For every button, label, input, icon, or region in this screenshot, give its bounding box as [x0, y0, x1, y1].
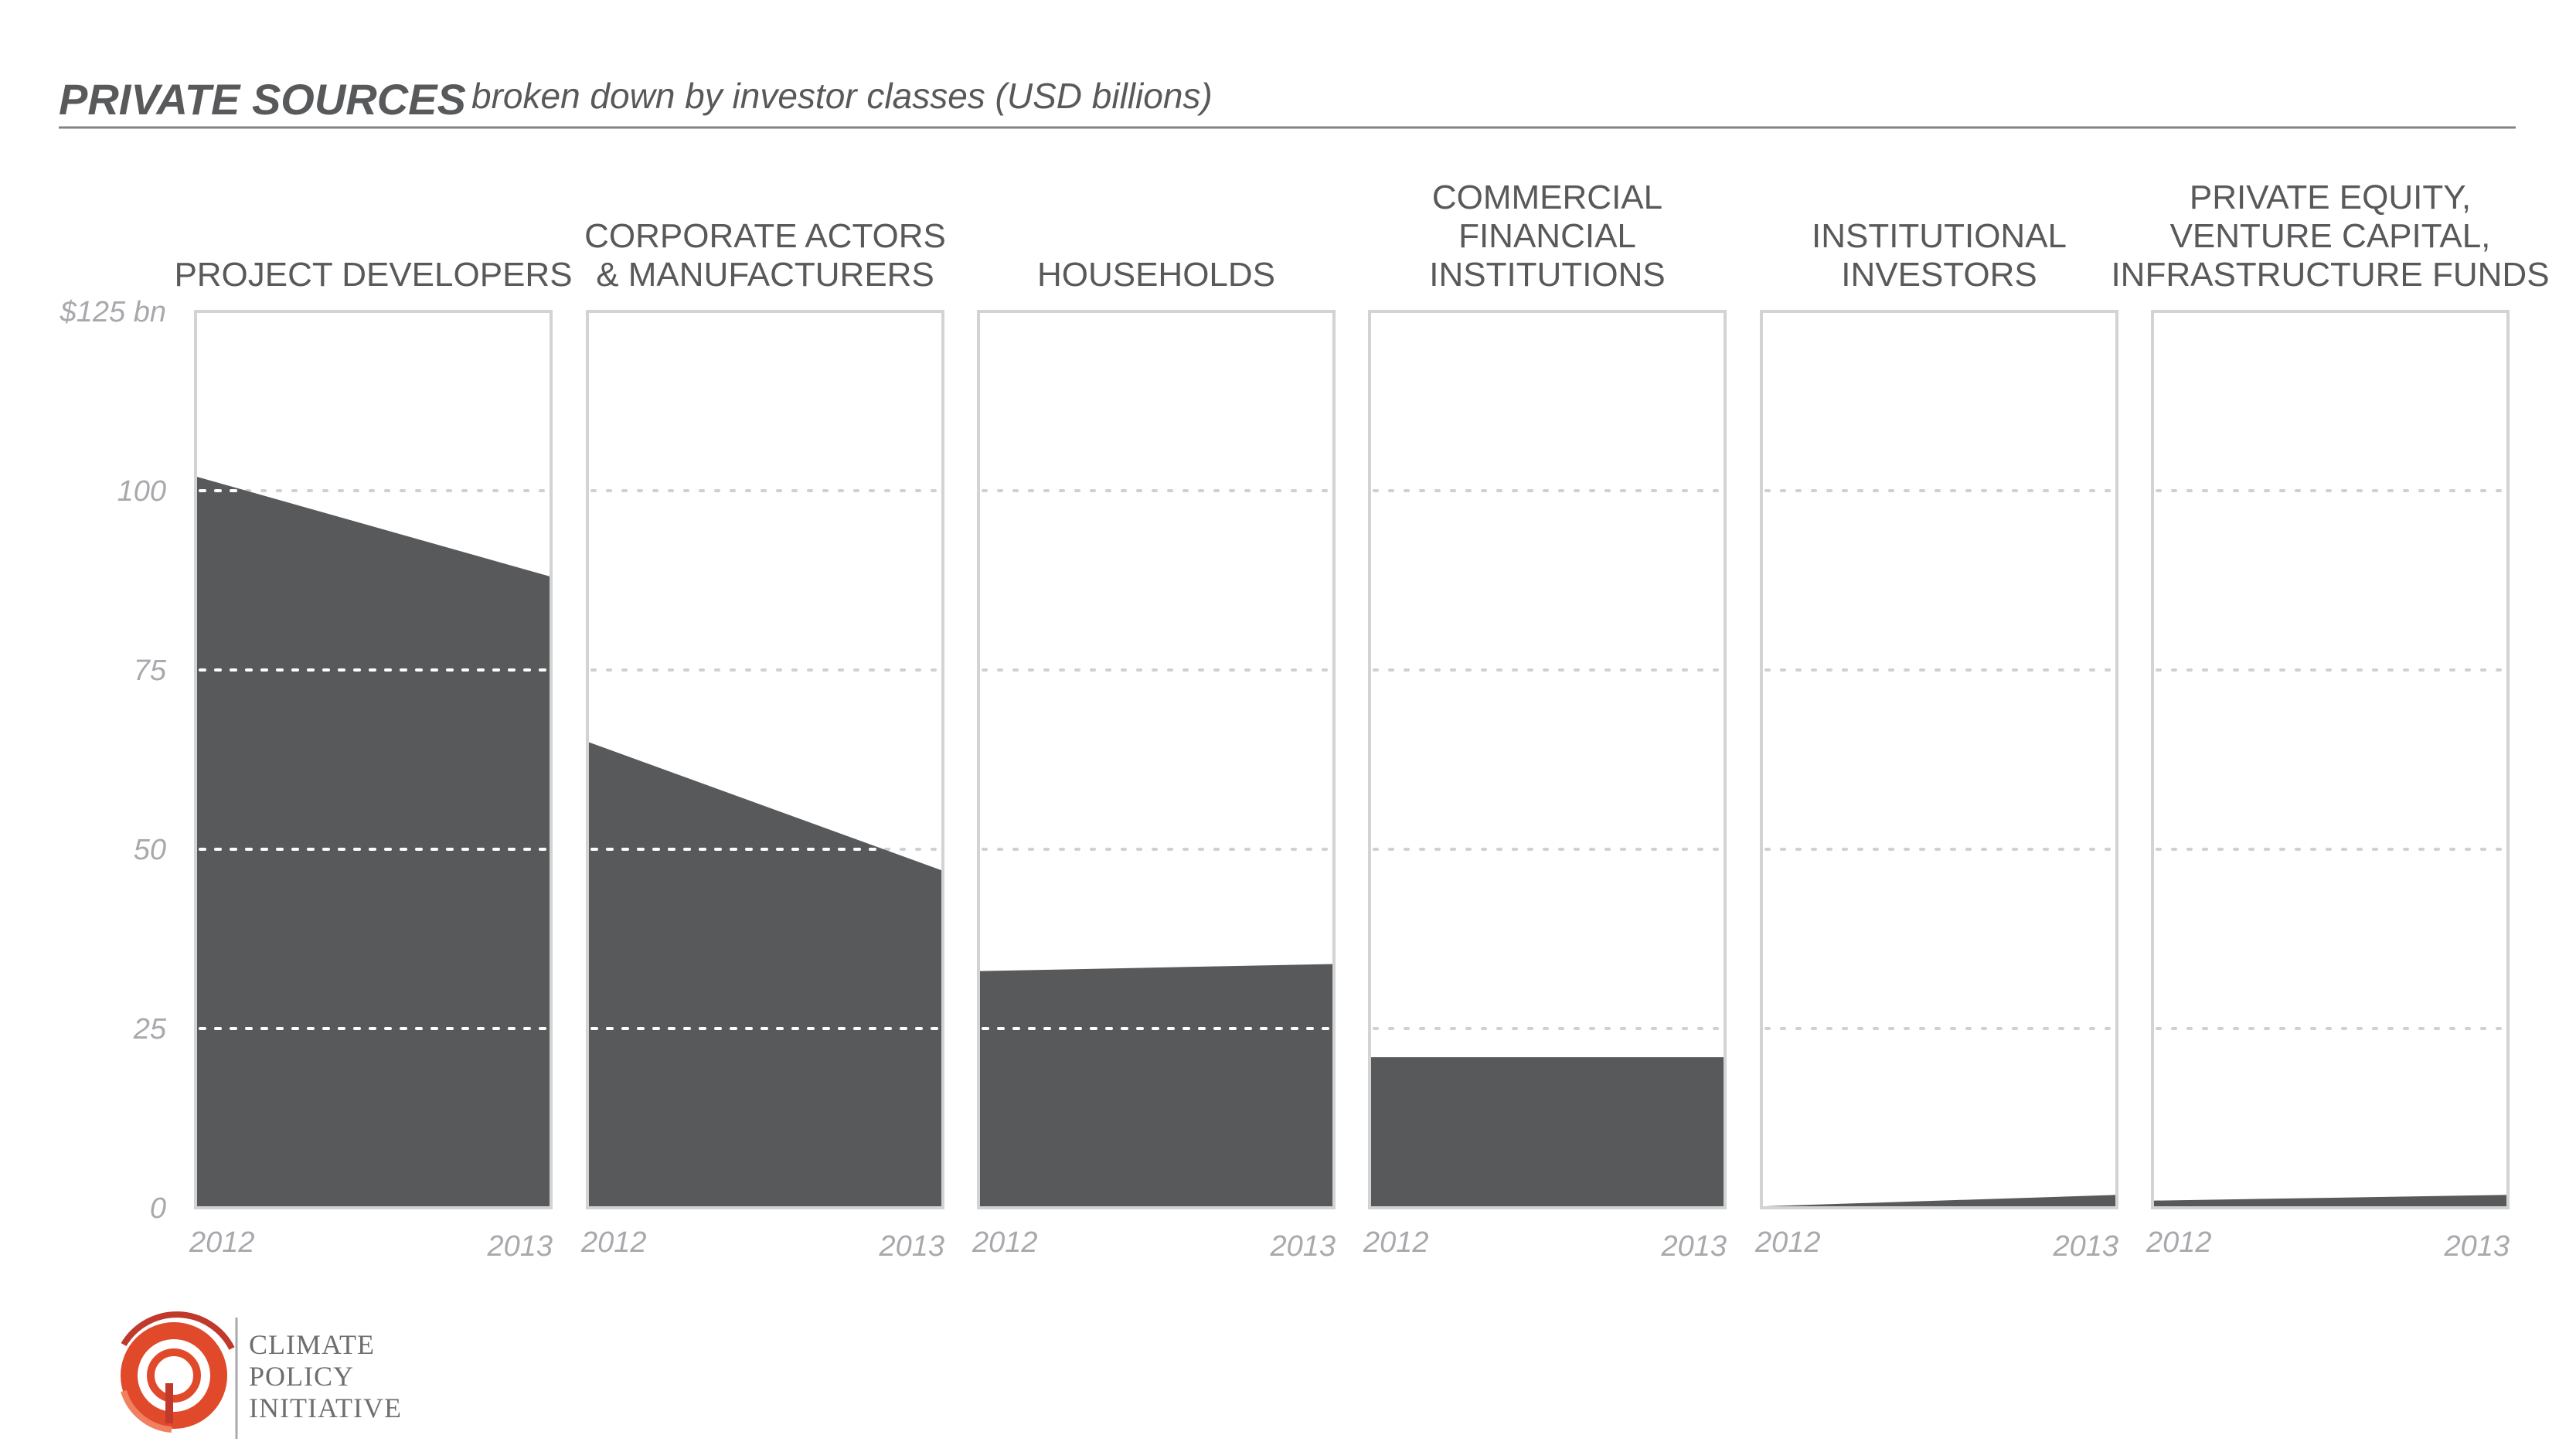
panel-title-line: PRIVATE EQUITY, — [2190, 179, 2471, 216]
climate-policy-initiative-logo-icon — [121, 1311, 235, 1433]
panel-title-line: INVESTORS — [1841, 256, 2037, 294]
panel: HOUSEHOLDS 2012 2013 — [972, 256, 1336, 1263]
panel-frame — [977, 310, 1336, 1209]
logo-line-1: CLIMATE — [249, 1329, 375, 1360]
panel-title-line: FINANCIAL — [1458, 217, 1636, 255]
x-tick-label: 2013 — [1660, 1230, 1727, 1263]
x-tick-label: 2013 — [1269, 1230, 1336, 1263]
panel: CORPORATE ACTORS& MANUFACTURERS 2012 2013 — [580, 217, 946, 1263]
area-mark — [1761, 1195, 2117, 1208]
x-tick-label: 2012 — [189, 1226, 255, 1259]
x-tick-label: 2013 — [2052, 1230, 2118, 1263]
panel-title-line: INFRASTRUCTURE FUNDS — [2111, 256, 2549, 294]
panel-title-line: & MANUFACTURERS — [596, 256, 934, 294]
x-tick-label: 2013 — [878, 1230, 944, 1263]
panel: PROJECT DEVELOPERS 2012 2013 — [174, 256, 572, 1263]
y-axis: 0 25 50 75 100 $125 bn — [60, 296, 167, 1225]
area-mark — [1370, 1057, 1725, 1208]
chart-title: PRIVATE SOURCES — [59, 75, 466, 124]
logo: CLIMATE POLICY INITIATIVE — [121, 1311, 402, 1439]
x-tick-label: 2012 — [1754, 1226, 1821, 1259]
panel-title-line: INSTITUTIONS — [1429, 256, 1666, 294]
panel-frame — [194, 310, 553, 1209]
panel-title-line: PROJECT DEVELOPERS — [174, 256, 572, 294]
y-tick-label: $125 bn — [60, 296, 166, 328]
logo-line-3: INITIATIVE — [249, 1392, 402, 1423]
panel-frame — [1368, 310, 1727, 1209]
logo-line-2: POLICY — [249, 1361, 354, 1392]
y-tick-label: 100 — [117, 475, 166, 508]
panel: PRIVATE EQUITY,VENTURE CAPITAL,INFRASTRU… — [2111, 179, 2549, 1263]
area-mark — [587, 741, 943, 1208]
y-tick-label: 75 — [134, 655, 167, 687]
panel-frame — [1760, 310, 2118, 1209]
chart-subtitle: broken down by investor classes (USD bil… — [471, 76, 1213, 116]
panel-frame — [586, 310, 944, 1209]
panel-title-line: HOUSEHOLDS — [1037, 256, 1275, 294]
x-tick-label: 2012 — [1363, 1226, 1429, 1259]
x-tick-label: 2013 — [2443, 1230, 2510, 1263]
area-mark — [196, 476, 551, 1208]
x-tick-label: 2013 — [486, 1230, 553, 1263]
x-tick-label: 2012 — [2146, 1226, 2212, 1259]
y-tick-label: 50 — [134, 834, 166, 866]
panel-frame — [2151, 310, 2510, 1209]
panel-title-line: CORPORATE ACTORS — [584, 217, 946, 255]
x-tick-label: 2012 — [580, 1226, 647, 1259]
y-tick-label: 25 — [133, 1013, 167, 1046]
area-mark — [978, 964, 1334, 1208]
area-mark — [2152, 1195, 2508, 1208]
panel-title-line: INSTITUTIONAL — [1812, 217, 2067, 255]
x-tick-label: 2012 — [972, 1226, 1038, 1259]
panel-title-line: VENTURE CAPITAL, — [2170, 217, 2491, 255]
y-tick-label: 0 — [150, 1192, 166, 1225]
panel-title-line: COMMERCIAL — [1432, 179, 1662, 216]
